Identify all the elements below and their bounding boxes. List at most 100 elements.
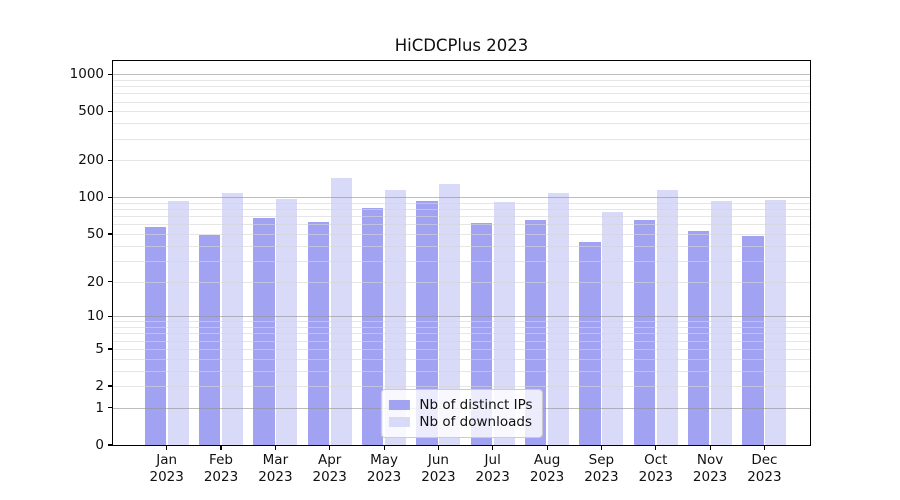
grid-line-minor (113, 358, 810, 360)
x-tick-label-jul: Jul 2023 (475, 452, 510, 485)
x-tick-mark (709, 445, 711, 450)
legend-label-downloads: Nb of downloads (419, 414, 532, 430)
legend-swatch-distinct-ips (388, 399, 410, 411)
legend: Nb of distinct IPs Nb of downloads (380, 389, 543, 438)
grid-line-minor (113, 86, 810, 88)
x-tick-mark (492, 445, 494, 450)
grid-line-minor (113, 111, 810, 113)
grid-line-major (113, 316, 810, 318)
y-tick-mark (108, 233, 113, 235)
y-tick-mark (108, 73, 113, 75)
bar-downloads-jul (493, 202, 515, 445)
y-tick-mark (108, 444, 113, 446)
bar-downloads-jan (167, 201, 189, 445)
y-tick-label-20: 20 (86, 273, 104, 290)
y-tick-mark (108, 348, 113, 350)
x-tick-mark (437, 445, 440, 450)
x-tick-mark (166, 445, 168, 450)
bar-distinct-ips-mar (253, 217, 275, 445)
x-tick-label-sep: Sep 2023 (584, 452, 619, 485)
y-tick-label-50: 50 (86, 226, 104, 242)
grid-line-minor (113, 93, 810, 95)
y-tick-label-100: 100 (78, 189, 104, 206)
bar-distinct-ips-nov (688, 231, 710, 445)
x-tick-mark (383, 445, 385, 450)
y-tick-mark (108, 159, 113, 162)
bar-distinct-ips-dec (742, 236, 764, 445)
x-tick-label-dec: Dec 2023 (747, 452, 782, 485)
x-tick-label-aug: Aug 2023 (529, 452, 565, 485)
x-tick-mark (600, 445, 603, 450)
x-tick-label-oct: Oct 2023 (638, 452, 673, 485)
bar-distinct-ips-oct (633, 220, 655, 445)
x-tick-mark (220, 445, 222, 450)
bar-downloads-nov (710, 201, 733, 445)
x-tick-label-feb: Feb 2023 (203, 452, 239, 485)
grid-line-minor (113, 234, 810, 235)
bar-downloads-apr (330, 177, 352, 445)
grid-line-minor (113, 202, 810, 204)
legend-item-downloads: Nb of downloads (388, 414, 532, 430)
x-tick-label-mar: Mar 2023 (258, 452, 293, 485)
x-tick-mark (329, 445, 331, 450)
legend-label-distinct-ips: Nb of distinct IPs (419, 397, 533, 413)
grid-line-minor (113, 138, 810, 140)
grid-line-minor (113, 260, 810, 262)
bar-distinct-ips-jan (144, 227, 166, 445)
y-tick-mark (108, 281, 113, 283)
x-tick-mark (763, 445, 766, 450)
x-tick-mark (546, 445, 548, 450)
y-tick-label-10: 10 (86, 308, 104, 325)
grid-line-minor (113, 386, 810, 387)
y-tick-label-2: 2 (95, 378, 104, 394)
grid-line-minor (113, 327, 810, 329)
x-tick-label-may: May 2023 (366, 452, 402, 485)
bar-downloads-may (384, 189, 407, 445)
grid-line-minor (113, 101, 810, 103)
y-tick-label-5: 5 (95, 340, 104, 357)
y-tick-mark (108, 315, 113, 317)
legend-swatch-downloads (388, 416, 410, 428)
y-tick-label-1000: 1000 (69, 66, 104, 83)
grid-line-minor (113, 370, 810, 372)
bar-downloads-oct (656, 190, 678, 445)
y-tick-mark (108, 110, 113, 113)
bar-distinct-ips-jun (416, 201, 438, 445)
grid-line-minor (113, 79, 810, 81)
x-tick-label-jan: Jan 2023 (149, 452, 184, 485)
grid-line-minor (113, 281, 810, 283)
grid-line-minor (113, 348, 810, 350)
bar-distinct-ips-may (362, 207, 384, 445)
grid-line-minor (113, 209, 810, 211)
y-tick-mark (108, 385, 113, 387)
grid-line-minor (113, 340, 810, 342)
chart-title: HiCDCPlus 2023 (394, 36, 529, 55)
grid-line-major (113, 197, 810, 199)
x-tick-label-apr: Apr 2023 (312, 452, 347, 485)
bar-distinct-ips-sep (579, 241, 601, 445)
bar-downloads-feb (221, 193, 244, 445)
grid-line-minor (113, 333, 810, 335)
plot-area: Nb of distinct IPs Nb of downloads (112, 60, 811, 446)
grid-line-major (113, 74, 810, 76)
grid-line-minor (113, 224, 810, 226)
x-tick-mark (274, 445, 277, 450)
grid-line-minor (113, 123, 810, 125)
bar-distinct-ips-feb (198, 235, 221, 445)
y-tick-mark (108, 407, 113, 409)
x-tick-mark (655, 445, 657, 450)
bar-downloads-jun (439, 184, 461, 445)
x-tick-label-nov: Nov 2023 (692, 452, 728, 485)
grid-line-minor (113, 160, 810, 162)
grid-line-minor (113, 321, 810, 323)
y-tick-label-1: 1 (95, 399, 104, 416)
grid-line-minor (113, 245, 810, 247)
x-tick-label-jun: Jun 2023 (421, 452, 456, 485)
bar-distinct-ips-aug (525, 220, 547, 445)
y-tick-label-500: 500 (78, 103, 104, 120)
bar-downloads-aug (547, 193, 570, 445)
y-tick-mark (108, 196, 113, 199)
grid-layer (113, 61, 810, 445)
y-tick-label-200: 200 (78, 152, 104, 169)
